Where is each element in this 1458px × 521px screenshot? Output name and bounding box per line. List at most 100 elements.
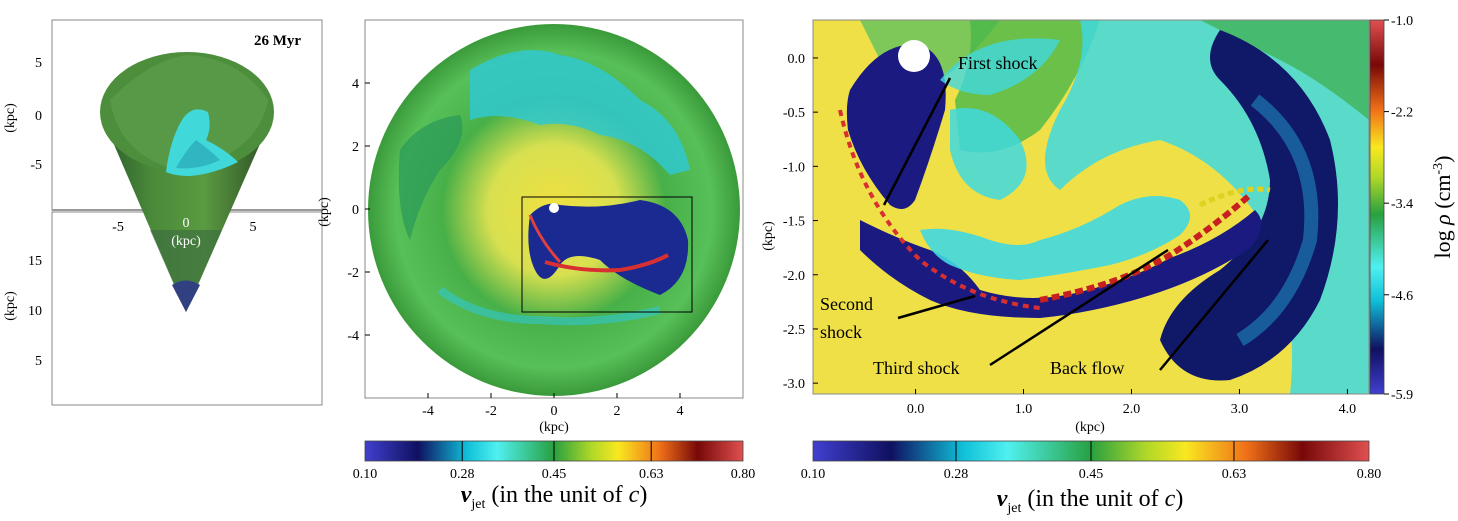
panel-c-xtick-label: 4.0 (1339, 402, 1357, 417)
cone-tip (172, 280, 200, 312)
first-shock-pointer (882, 77, 952, 206)
panel-b-ytick-label: -4 (347, 329, 359, 344)
panel-b-ytick-label: -2 (347, 266, 359, 281)
velocity-tick-label: 0.10 (353, 467, 378, 482)
panel-b-xlabel: (kpc) (539, 420, 569, 435)
density-colorbar: -1.0 -2.2 -3.4 -4.6 -5.9 log ρ (cm-3) (1369, 14, 1455, 403)
annotation-first-shock: First shock (958, 53, 1038, 73)
panel-c-ytick-label: -1.5 (783, 215, 805, 230)
panel-c-xtick-label: 1.0 (1015, 402, 1033, 417)
panel-c-ytick-label: -2.5 (783, 323, 805, 338)
velocity-tick-label: 0.63 (1222, 467, 1247, 482)
disc-lower-cyan (437, 286, 661, 326)
panel-b-ylabel: (kpc) (317, 197, 332, 227)
panel-c-shock-arrows-right (1039, 192, 1252, 303)
panel-a-xtick-5: 5 (250, 220, 257, 235)
velocity-colorbar-right: 0.10 0.28 0.45 0.63 0.80 vjet (in the unit o… (801, 440, 1382, 516)
panel-c-ytick-label: 0.0 (788, 52, 806, 67)
panel-b-ticks: -4 -2 0 2 4 4 2 0 -2 -4 (347, 77, 683, 419)
annotation-second-shock-line1: Second (820, 294, 873, 314)
velocity-tick-label: 0.45 (542, 467, 567, 482)
annotation-back-flow: Back flow (1050, 358, 1124, 378)
annotation-second-shock-line2: shock (820, 322, 862, 342)
second-shock-pointer (897, 294, 976, 320)
panel-a-ytick-15: 15 (28, 254, 42, 269)
disc-jet-cavity (528, 200, 689, 295)
panel-c-cyan-upper (940, 38, 1060, 95)
panel-b-xtick-label: 2 (614, 404, 621, 419)
density-tick-label: -4.6 (1391, 289, 1413, 304)
panel-c-xtick-label: 2.0 (1123, 402, 1141, 417)
velocity-tick-label: 0.28 (450, 467, 475, 482)
velocity-tick-label: 0.80 (1357, 467, 1382, 482)
back-flow-pointer (1159, 239, 1269, 371)
panel-c-ytick-label: -0.5 (783, 106, 805, 121)
panel-c-ytick-label: -1.0 (783, 160, 805, 175)
panel-b-xtick-label: 4 (677, 404, 684, 419)
panel-b-ytick-label: 0 (352, 203, 359, 218)
panel-a-ylabel-bottom: (kpc) (3, 291, 18, 321)
panel-c-shock-arrows-left (838, 109, 1041, 310)
zoom-box (521, 196, 693, 313)
panel-c-star (898, 40, 930, 72)
velocity-colorbar-right-ticks: 0.10 0.28 0.45 0.63 0.80 (801, 441, 1382, 482)
panel-b: -4 -2 0 2 4 4 2 0 -2 -4 (kpc) (kpc) (317, 19, 744, 435)
panel-a-ytick-neg5: -5 (30, 158, 42, 173)
panel-c-back-flow-edge (1236, 94, 1319, 347)
disc-left-band (398, 115, 463, 240)
annotation-third-shock: Third shock (873, 358, 959, 378)
time-label: 26 Myr (254, 33, 301, 49)
velocity-tick-label: 0.80 (731, 467, 756, 482)
density-colorbar-ticks: -1.0 -2.2 -3.4 -4.6 -5.9 (1384, 14, 1413, 403)
panel-c-ticks: 0.0 1.0 2.0 3.0 4.0 0.0 -0.5 -1.0 -1.5 -2.0 -2.5 -3… (783, 52, 1356, 417)
velocity-colorbar-left: 0.10 0.28 0.45 0.63 0.80 vjet (in the unit o… (353, 440, 756, 512)
velocity-label-right: vjet (in the unit of c) (997, 486, 1184, 516)
panel-c-cyan-inner (950, 108, 1027, 200)
panel-b-xtick-label: 0 (551, 404, 558, 419)
disc-upper-cyan (470, 50, 690, 175)
panel-a-xtick-0: 0 (183, 216, 190, 231)
panel-a-xtick-neg5: -5 (112, 220, 124, 235)
panel-b-ytick-label: 4 (352, 77, 359, 92)
panel-a-xlabel: (kpc) (171, 234, 201, 249)
panel-c-xlabel: (kpc) (1075, 420, 1105, 435)
cone-lower-shade (150, 230, 222, 312)
panel-c-first-cavity (846, 44, 946, 209)
panel-a-ytick-5: 5 (35, 56, 42, 71)
panel-a-ytick-0: 0 (35, 109, 42, 124)
panel-c-xtick-label: 0.0 (907, 402, 925, 417)
panel-b-xtick-label: -2 (485, 404, 497, 419)
panel-c-ylabel: (kpc) (761, 221, 776, 251)
velocity-tick-label: 0.45 (1079, 467, 1104, 482)
velocity-tick-label: 0.10 (801, 467, 826, 482)
disc-shock-line-left (528, 214, 562, 264)
disc-shock-line (544, 253, 669, 273)
velocity-tick-label: 0.28 (944, 467, 969, 482)
density-tick-label: -5.9 (1391, 388, 1413, 403)
panel-b-ytick-label: 2 (352, 140, 359, 155)
panel-a-ytick-10: 10 (28, 304, 42, 319)
density-tick-label: -2.2 (1391, 106, 1413, 121)
velocity-colorbar-left-ticks: 0.10 0.28 0.45 0.63 0.80 (353, 441, 756, 482)
panel-c-frame (812, 19, 1370, 395)
density-colorbar-label: log ρ (cm-3) (1430, 156, 1455, 259)
panel-c-xtick-label: 3.0 (1231, 402, 1249, 417)
density-colorbar-bar (1369, 19, 1385, 395)
panel-b-star (549, 203, 559, 213)
panel-b-xtick-label: -4 (422, 404, 434, 419)
panel-c: First shock Second shock Third shock Bac… (761, 19, 1370, 435)
panel-c-cyan-arm (920, 196, 1190, 280)
panel-a-ytick-5b: 5 (35, 354, 42, 369)
panel-c-ytick-label: -3.0 (783, 377, 805, 392)
velocity-tick-label: 0.63 (639, 467, 664, 482)
panel-a-ylabel-top: (kpc) (3, 103, 18, 133)
panel-c-shock-channel (860, 210, 1262, 318)
panel-c-ytick-label: -2.0 (783, 269, 805, 284)
panel-a: 26 Myr 5 0 -5 (kpc) 15 10 5 (kpc) -5 0 5… (3, 19, 323, 406)
velocity-label-left: vjet (in the unit of c) (461, 482, 648, 512)
density-tick-label: -1.0 (1391, 14, 1413, 29)
third-shock-pointer (989, 248, 1169, 367)
cone-jet-core (176, 140, 220, 169)
panel-c-green-corner (1200, 20, 1369, 120)
